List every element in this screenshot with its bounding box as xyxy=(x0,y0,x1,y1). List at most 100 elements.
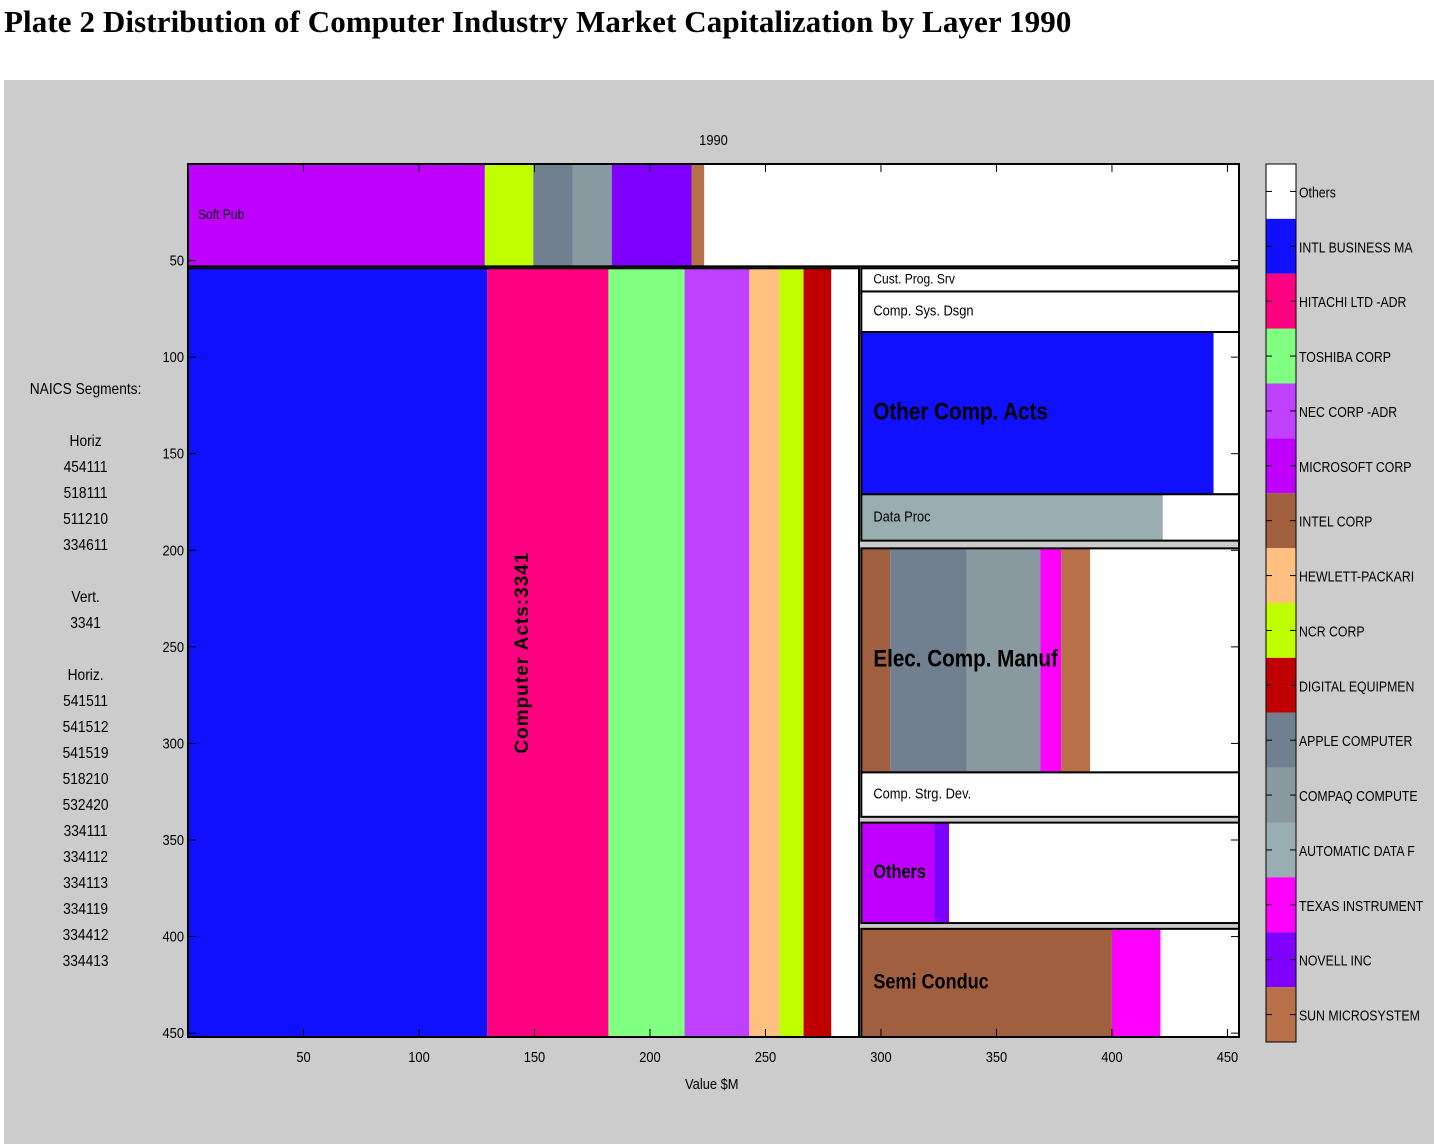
bar-semi-conduc-others xyxy=(1160,928,1239,1037)
bar-elec-comp-manuf-compaq-compute xyxy=(966,548,1041,773)
bar-soft-pub-compaq-compute xyxy=(572,164,612,267)
bar-elec-comp-manuf-intel-corp xyxy=(861,548,891,773)
naics-code: 334113 xyxy=(63,875,109,892)
y-tick-label: 300 xyxy=(163,734,185,751)
bar-elec-comp-manuf-apple-computer xyxy=(890,548,967,773)
market-cap-chart: Soft Pub Computer Acts:3341 Cust. Prog. Sr… xyxy=(163,131,1424,1092)
x-tick-label: 100 xyxy=(408,1048,430,1065)
bar-soft-pub-ncr-corp xyxy=(484,164,534,267)
segment-blocks xyxy=(187,163,1240,1039)
bar-soft-pub-apple-computer xyxy=(533,164,573,267)
bar-computer-acts-3341-intl-business-ma xyxy=(188,268,488,1037)
x-tick-label: 50 xyxy=(296,1048,311,1065)
naics-code: 334611 xyxy=(63,537,109,554)
legend-label-novell-inc: NOVELL INC xyxy=(1299,953,1372,969)
segment-label-cust-prog-srv: Cust. Prog. Srv xyxy=(873,271,955,287)
legend-label-hitachi-ltd-adr: HITACHI LTD -ADR xyxy=(1299,294,1406,310)
bar-computer-acts-3341-ncr-corp xyxy=(779,268,804,1037)
bar-elec-comp-manuf-texas-instrument xyxy=(1040,548,1062,773)
naics-code: 541519 xyxy=(62,745,109,762)
legend-label-compaq-compute: COMPAQ COMPUTE xyxy=(1299,788,1418,804)
segment-label-elec-comp-manuf: Elec. Comp. Manuf xyxy=(873,645,1058,672)
naics-code: 3341 xyxy=(70,615,101,632)
legend-label-hewlett-packari: HEWLETT-PACKARI xyxy=(1299,568,1414,584)
naics-group-label: Horiz xyxy=(69,433,102,450)
x-tick-label: 450 xyxy=(1217,1048,1239,1065)
y-tick-label: 50 xyxy=(170,252,185,269)
naics-code: 334119 xyxy=(63,901,109,918)
naics-group-label: Vert. xyxy=(71,589,100,606)
page-title: Plate 2 Distribution of Computer Industr… xyxy=(4,4,1072,39)
x-tick-label: 300 xyxy=(870,1048,892,1065)
segment-label-comp-sys-dsgn: Comp. Sys. Dsgn xyxy=(873,302,973,319)
legend-frame xyxy=(1265,163,1297,1043)
bar-semi-conduc-texas-instrument xyxy=(1111,928,1161,1037)
legend: Others INTL BUSINESS MA HITACHI LTD -ADR TO… xyxy=(1265,163,1424,1043)
bar-soft-pub-sun-microsystem xyxy=(691,164,705,267)
y-tick-label: 250 xyxy=(163,638,185,655)
bar-comp-strg-dev-others xyxy=(861,772,1239,817)
bar-others-others xyxy=(949,822,1239,924)
segment-label-computer-acts-3341: Computer Acts:3341 xyxy=(512,552,533,754)
segment-label-data-proc: Data Proc xyxy=(873,507,930,524)
legend-label-texas-instrument: TEXAS INSTRUMENT xyxy=(1299,898,1424,914)
legend-label-intel-corp: INTEL CORP xyxy=(1299,514,1372,530)
bar-cust-prog-srv-others xyxy=(861,268,1239,292)
x-tick-label: 400 xyxy=(1101,1048,1123,1065)
naics-code: 454111 xyxy=(63,459,108,476)
naics-code: 511210 xyxy=(63,511,109,528)
legend-label-toshiba-corp: TOSHIBA CORP xyxy=(1299,349,1391,365)
legend-label-nec-corp-adr: NEC CORP -ADR xyxy=(1299,404,1397,420)
bar-semi-conduc-intel-corp xyxy=(861,928,1112,1037)
y-tick-label: 200 xyxy=(163,541,185,558)
bar-elec-comp-manuf-sun-microsystem xyxy=(1061,548,1091,773)
segment-label-comp-strg-dev: Comp. Strg. Dev. xyxy=(873,785,971,802)
bar-others-microsoft-corp xyxy=(861,822,935,924)
segment-label-others: Others xyxy=(873,861,926,882)
bar-soft-pub-novell-inc xyxy=(611,164,692,267)
naics-spacer xyxy=(19,559,152,585)
bar-other-comp-acts-others xyxy=(1213,332,1239,495)
y-tick-label: 100 xyxy=(163,348,185,365)
bar-computer-acts-3341-digital-equipmen xyxy=(803,268,832,1037)
bar-soft-pub-microsoft-corp xyxy=(188,164,485,267)
legend-label-ncr-corp: NCR CORP xyxy=(1299,623,1365,639)
legend-label-digital-equipmen: DIGITAL EQUIPMEN xyxy=(1299,678,1414,694)
bar-others-novell-inc xyxy=(934,822,950,924)
legend-label-apple-computer: APPLE COMPUTER xyxy=(1299,733,1412,749)
bar-data-proc-others xyxy=(1162,494,1239,541)
legend-label-others: Others xyxy=(1299,184,1336,200)
naics-code: 541512 xyxy=(62,719,109,736)
segment-label-other-comp-acts: Other Comp. Acts xyxy=(873,398,1048,425)
legend-label-intl-business-ma: INTL BUSINESS MA xyxy=(1299,239,1413,255)
bar-computer-acts-3341-others xyxy=(831,268,860,1037)
x-axis-label: Value $M xyxy=(685,1075,738,1092)
y-tick-label: 150 xyxy=(163,445,185,462)
naics-code: 334413 xyxy=(62,953,109,970)
x-tick-label: 150 xyxy=(524,1048,546,1065)
segment-label-semi-conduc: Semi Conduc xyxy=(873,970,988,994)
axes: 50 100 150 200 250 300 350 400 450 50 100 150 200 250… xyxy=(163,131,1240,1092)
bar-computer-acts-3341-nec-corp-adr xyxy=(684,268,750,1037)
naics-code: 541511 xyxy=(63,693,109,710)
naics-group-label: Horiz. xyxy=(67,667,104,684)
bar-computer-acts-3341-hitachi-ltd-adr xyxy=(487,268,609,1037)
x-tick-label: 200 xyxy=(639,1048,661,1065)
segment-labels: Soft Pub Computer Acts:3341 Cust. Prog. Sr… xyxy=(198,206,1058,994)
bar-computer-acts-3341-toshiba-corp xyxy=(608,268,685,1037)
y-tick-label: 400 xyxy=(163,928,185,945)
naics-code: 334412 xyxy=(62,927,109,944)
naics-heading: NAICS Segments: xyxy=(29,381,142,398)
y-tick-label: 450 xyxy=(163,1024,185,1041)
bar-computer-acts-3341-hewlett-packari xyxy=(749,268,780,1037)
plot-frame xyxy=(187,163,1240,1038)
naics-code: 334111 xyxy=(63,823,108,840)
naics-code: 518111 xyxy=(63,485,108,502)
figure-window: Soft Pub Computer Acts:3341 Cust. Prog. Sr… xyxy=(4,80,1434,1144)
bar-comp-sys-dsgn-others xyxy=(861,291,1239,333)
naics-code: 532420 xyxy=(62,797,109,814)
naics-code: 334112 xyxy=(63,849,109,866)
bar-soft-pub-others xyxy=(704,164,1239,267)
x-tick-label: 250 xyxy=(755,1048,777,1065)
naics-code: 518210 xyxy=(62,771,109,788)
